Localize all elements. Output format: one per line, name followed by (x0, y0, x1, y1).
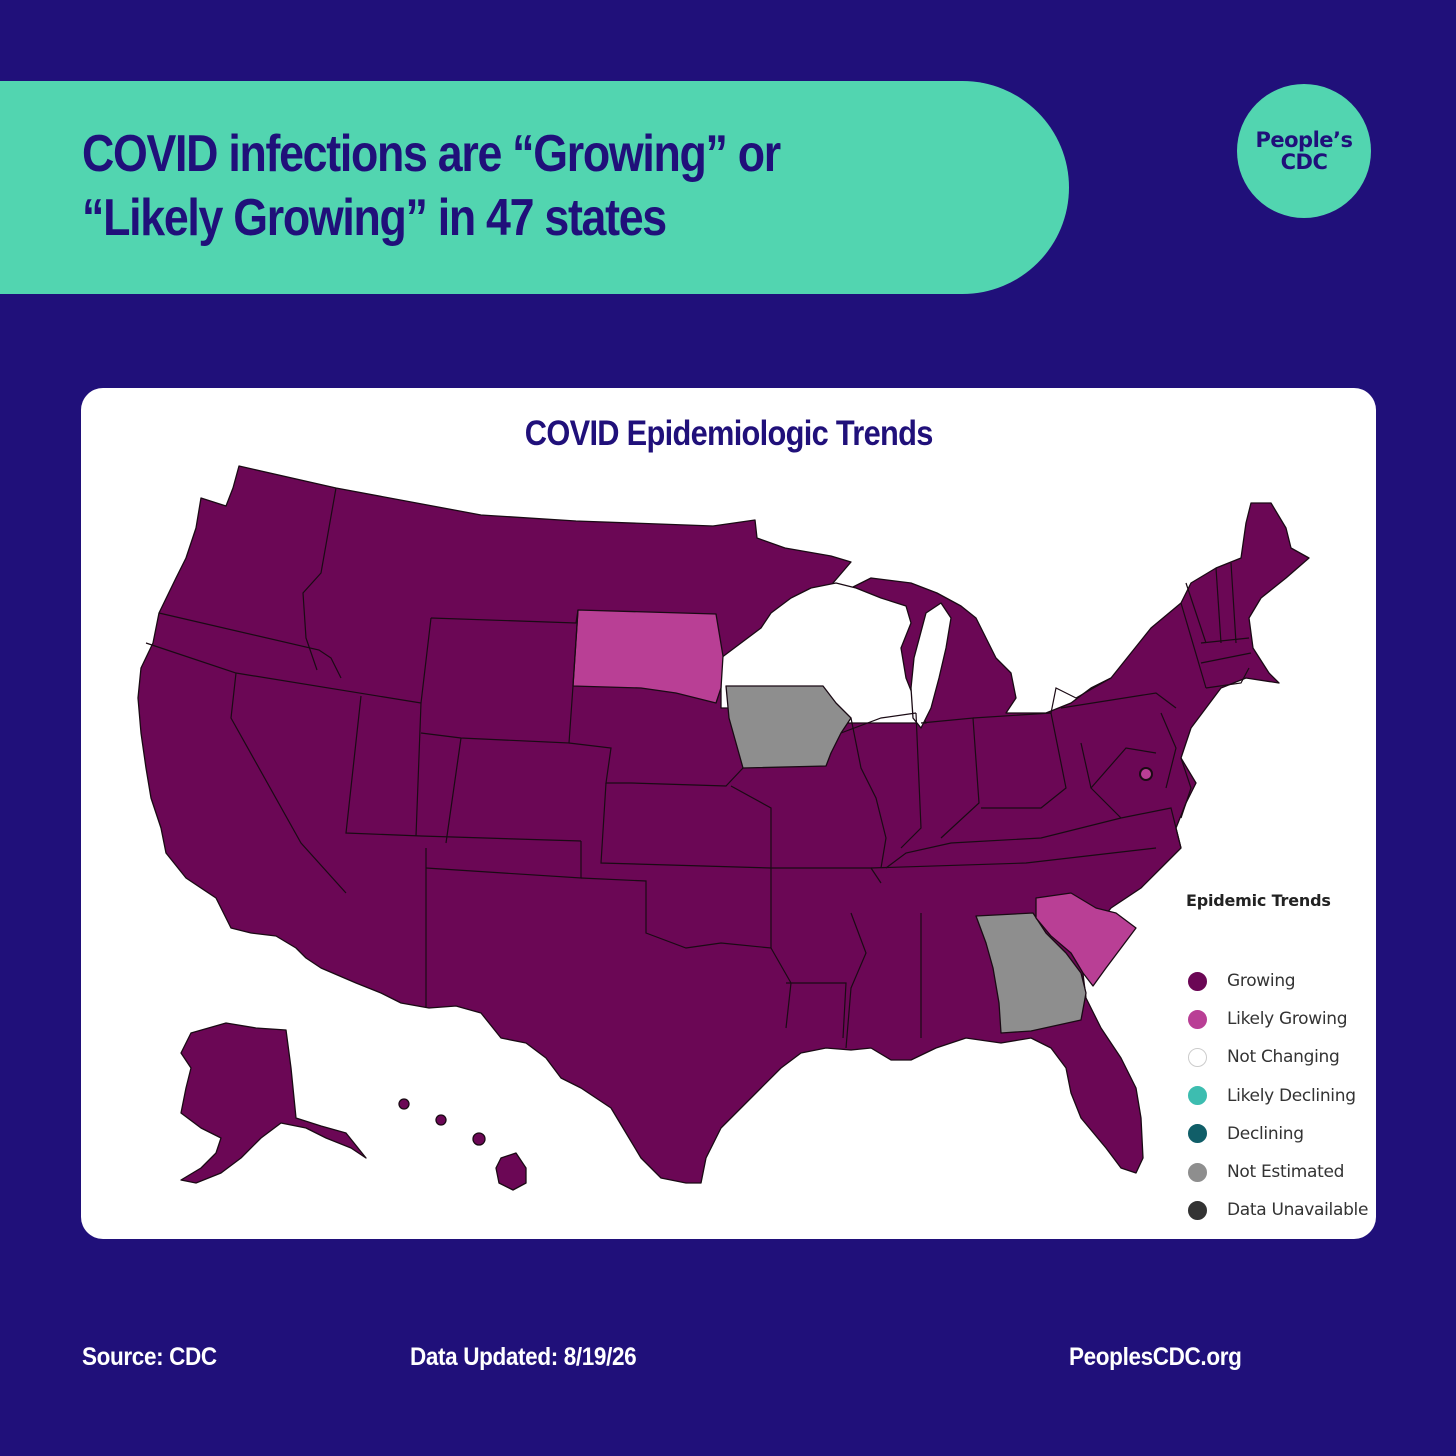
headline: COVID infections are “Growing” or “Likel… (82, 125, 781, 247)
legend-swatch-likely-declining (1188, 1086, 1207, 1106)
iowa-not-estimated (725, 685, 852, 769)
state-borders (145, 487, 1252, 1049)
legend-label-declining: Declining (1227, 1123, 1304, 1144)
legend-item-not-changing: Not Changing (1186, 1038, 1376, 1076)
footer-source: Source: CDC (82, 1343, 217, 1371)
map-title-text: COVID Epidemiologic Trends (524, 414, 934, 453)
headline-banner (0, 81, 1069, 294)
legend-label-not-changing: Not Changing (1227, 1047, 1340, 1068)
hawaii-island-1 (398, 1098, 410, 1110)
conterminous-us-growing (137, 465, 1310, 1184)
legend-swatch-declining (1188, 1124, 1207, 1144)
legend-item-growing: Growing (1186, 962, 1376, 1000)
hawaii-island-3 (472, 1132, 486, 1146)
legend-swatch-growing (1188, 971, 1207, 991)
us-choropleth-map (137, 465, 1310, 1191)
peoples-cdc-logo: People’s CDC (1237, 84, 1371, 218)
dc-likely-growing (1139, 767, 1153, 781)
legend-swatch-likely-growing (1188, 1009, 1207, 1029)
hawaii-island-2 (435, 1114, 447, 1126)
south-dakota-likely-growing (572, 609, 724, 704)
map-card: COVID Epidemiologic Trends Epidemic Tren… (81, 388, 1376, 1239)
legend-item-likely-declining: Likely Declining (1186, 1077, 1376, 1115)
legend-item-data-unavailable: Data Unavailable (1186, 1191, 1376, 1229)
south-carolina-likely-growing (1035, 892, 1137, 987)
legend-label-likely-declining: Likely Declining (1227, 1085, 1356, 1106)
footer-website-link[interactable]: PeoplesCDC.org (1069, 1343, 1242, 1371)
legend-swatch-not-estimated (1188, 1162, 1207, 1182)
legend-item-declining: Declining (1186, 1115, 1376, 1153)
legend-item-likely-growing: Likely Growing (1186, 1000, 1376, 1038)
legend-label-not-estimated: Not Estimated (1227, 1162, 1345, 1183)
hawaii-growing (495, 1152, 527, 1191)
footer-data-updated: Data Updated: 8/19/26 (410, 1343, 637, 1371)
legend-swatch-not-changing (1188, 1047, 1207, 1067)
map-title: COVID Epidemiologic Trends (81, 414, 1376, 454)
legend-swatch-data-unavailable (1188, 1200, 1207, 1220)
legend: Epidemic Trends Growing Likely Growing N… (1186, 891, 1376, 1229)
georgia-not-estimated (975, 912, 1087, 1034)
legend-label-data-unavailable: Data Unavailable (1227, 1200, 1369, 1221)
legend-label-growing: Growing (1227, 971, 1296, 992)
legend-label-likely-growing: Likely Growing (1227, 1009, 1348, 1030)
lake-michigan (910, 602, 952, 729)
legend-title: Epidemic Trends (1186, 891, 1331, 910)
alaska-growing (180, 1022, 367, 1184)
logo-text: People’s CDC (1255, 128, 1353, 174)
legend-item-not-estimated: Not Estimated (1186, 1153, 1376, 1191)
